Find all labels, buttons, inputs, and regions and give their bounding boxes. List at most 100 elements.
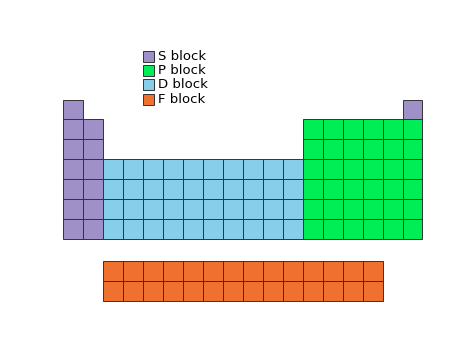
Bar bbox=[363, 139, 383, 159]
Bar bbox=[303, 199, 323, 219]
Bar bbox=[283, 261, 303, 281]
Bar bbox=[243, 219, 263, 239]
Bar bbox=[64, 139, 83, 159]
Bar bbox=[163, 159, 183, 179]
Bar bbox=[402, 179, 422, 199]
Bar bbox=[343, 119, 363, 139]
Bar bbox=[223, 159, 243, 179]
Bar bbox=[163, 219, 183, 239]
Bar bbox=[363, 119, 383, 139]
Bar bbox=[243, 199, 263, 219]
Bar bbox=[263, 281, 283, 301]
Bar bbox=[402, 199, 422, 219]
Bar bbox=[383, 139, 402, 159]
Bar bbox=[402, 219, 422, 239]
Bar bbox=[303, 281, 323, 301]
Bar bbox=[383, 119, 402, 139]
Bar bbox=[363, 219, 383, 239]
Bar bbox=[143, 179, 163, 199]
Bar bbox=[363, 199, 383, 219]
Bar bbox=[123, 199, 143, 219]
Bar bbox=[143, 199, 163, 219]
Bar bbox=[143, 261, 163, 281]
Bar bbox=[64, 159, 83, 179]
Text: D block: D block bbox=[158, 78, 208, 91]
Bar bbox=[283, 219, 303, 239]
Text: P block: P block bbox=[158, 64, 206, 77]
Bar bbox=[343, 219, 363, 239]
Bar bbox=[343, 281, 363, 301]
Bar bbox=[363, 179, 383, 199]
Bar bbox=[103, 281, 123, 301]
Bar bbox=[383, 179, 402, 199]
Bar bbox=[243, 281, 263, 301]
Bar bbox=[103, 159, 123, 179]
Bar bbox=[103, 199, 123, 219]
Bar bbox=[402, 99, 422, 119]
Bar bbox=[243, 159, 263, 179]
Bar bbox=[243, 261, 263, 281]
Bar bbox=[163, 261, 183, 281]
Bar bbox=[263, 261, 283, 281]
Bar bbox=[183, 281, 203, 301]
Bar bbox=[283, 199, 303, 219]
Bar bbox=[123, 261, 143, 281]
Bar bbox=[183, 159, 203, 179]
Bar bbox=[263, 199, 283, 219]
Bar bbox=[103, 179, 123, 199]
Bar bbox=[183, 219, 203, 239]
Bar bbox=[363, 281, 383, 301]
Bar bbox=[103, 261, 123, 281]
Bar bbox=[343, 159, 363, 179]
Bar bbox=[343, 199, 363, 219]
Bar bbox=[123, 219, 143, 239]
Bar bbox=[263, 159, 283, 179]
Bar bbox=[303, 139, 323, 159]
Bar bbox=[283, 179, 303, 199]
Bar bbox=[183, 179, 203, 199]
Bar bbox=[163, 281, 183, 301]
Bar bbox=[283, 281, 303, 301]
Bar bbox=[64, 99, 83, 119]
Bar bbox=[343, 139, 363, 159]
Bar bbox=[203, 199, 223, 219]
Bar bbox=[64, 219, 83, 239]
Bar bbox=[203, 261, 223, 281]
Bar bbox=[203, 219, 223, 239]
Bar bbox=[64, 119, 83, 139]
Bar bbox=[323, 119, 343, 139]
Bar bbox=[283, 159, 303, 179]
Bar bbox=[323, 219, 343, 239]
Bar bbox=[143, 281, 163, 301]
Bar bbox=[183, 261, 203, 281]
Bar bbox=[223, 199, 243, 219]
Bar bbox=[83, 199, 103, 219]
Bar bbox=[223, 179, 243, 199]
Bar bbox=[163, 179, 183, 199]
Bar bbox=[223, 261, 243, 281]
Bar bbox=[323, 281, 343, 301]
Bar bbox=[303, 159, 323, 179]
Bar bbox=[323, 261, 343, 281]
Bar bbox=[64, 199, 83, 219]
Bar bbox=[123, 159, 143, 179]
Bar bbox=[123, 179, 143, 199]
Bar bbox=[383, 219, 402, 239]
Bar bbox=[383, 159, 402, 179]
Bar bbox=[83, 219, 103, 239]
Bar bbox=[383, 199, 402, 219]
Bar bbox=[343, 261, 363, 281]
Bar bbox=[323, 179, 343, 199]
Bar bbox=[143, 65, 154, 76]
Bar bbox=[143, 159, 163, 179]
Bar bbox=[123, 281, 143, 301]
Bar bbox=[243, 179, 263, 199]
Bar bbox=[323, 139, 343, 159]
Bar bbox=[203, 179, 223, 199]
Bar bbox=[103, 219, 123, 239]
Bar bbox=[64, 179, 83, 199]
Text: S block: S block bbox=[158, 50, 206, 63]
Bar bbox=[223, 219, 243, 239]
Bar bbox=[363, 261, 383, 281]
Bar bbox=[402, 139, 422, 159]
